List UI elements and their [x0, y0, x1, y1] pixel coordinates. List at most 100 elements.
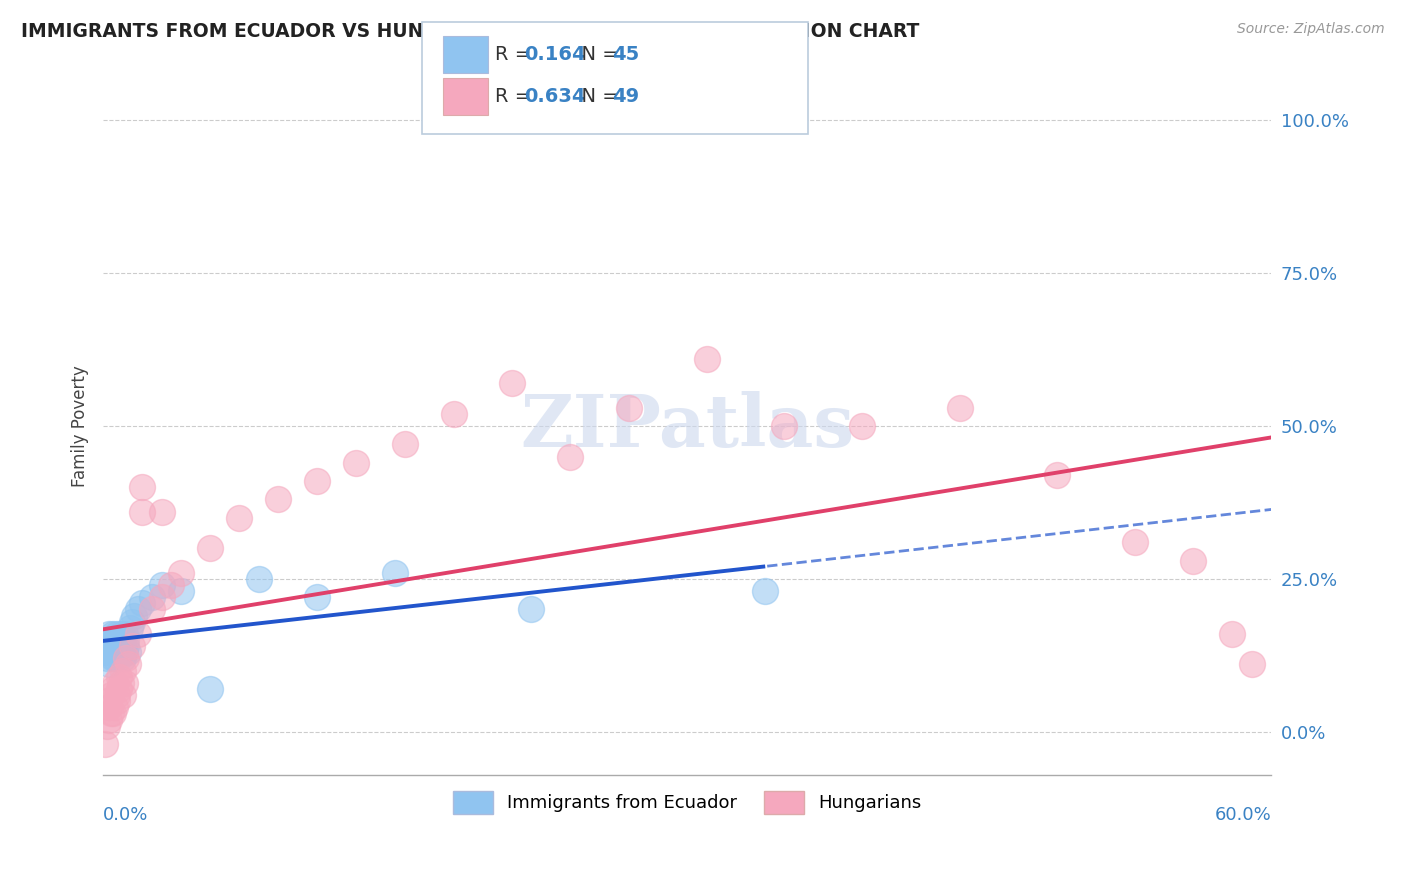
Point	[121, 639, 143, 653]
Point	[94, 645, 117, 659]
Point	[101, 706, 124, 721]
Point	[949, 401, 972, 415]
Point	[100, 645, 122, 659]
Point	[121, 615, 143, 629]
Point	[851, 419, 873, 434]
Point	[105, 627, 128, 641]
Point	[105, 645, 128, 659]
Point	[98, 700, 121, 714]
Point	[111, 664, 134, 678]
Point	[110, 627, 132, 641]
Point	[107, 651, 129, 665]
Point	[96, 639, 118, 653]
Point	[100, 706, 122, 721]
Y-axis label: Family Poverty: Family Poverty	[72, 365, 89, 487]
Point	[105, 694, 128, 708]
Point	[560, 450, 582, 464]
Point	[127, 627, 149, 641]
Text: N =: N =	[569, 45, 626, 64]
Point	[501, 376, 523, 391]
Point	[170, 584, 193, 599]
Point	[115, 639, 138, 653]
Point	[114, 627, 136, 641]
Point	[131, 596, 153, 610]
Text: 0.0%: 0.0%	[103, 806, 149, 824]
Point	[105, 639, 128, 653]
Point	[110, 645, 132, 659]
Point	[198, 681, 221, 696]
Point	[110, 676, 132, 690]
Point	[124, 608, 146, 623]
Point	[150, 578, 173, 592]
Point	[696, 351, 718, 366]
Legend: Immigrants from Ecuador, Hungarians: Immigrants from Ecuador, Hungarians	[446, 784, 929, 822]
Point	[104, 633, 127, 648]
Point	[131, 505, 153, 519]
Point	[101, 627, 124, 641]
Point	[1220, 627, 1243, 641]
Point	[104, 651, 127, 665]
Point	[160, 578, 183, 592]
Point	[111, 688, 134, 702]
Point	[307, 474, 329, 488]
Point	[114, 676, 136, 690]
Point	[105, 688, 128, 702]
Point	[111, 651, 134, 665]
Point	[394, 437, 416, 451]
Point	[1046, 467, 1069, 482]
Point	[101, 639, 124, 653]
Point	[1182, 553, 1205, 567]
Text: 60.0%: 60.0%	[1215, 806, 1271, 824]
Point	[344, 456, 367, 470]
Point	[111, 639, 134, 653]
Point	[96, 694, 118, 708]
Point	[96, 719, 118, 733]
Point	[228, 510, 250, 524]
Point	[384, 566, 406, 580]
Text: R =: R =	[495, 45, 537, 64]
Point	[131, 480, 153, 494]
Point	[98, 633, 121, 648]
Text: 49: 49	[612, 87, 638, 106]
Point	[104, 700, 127, 714]
Point	[114, 645, 136, 659]
Point	[1240, 657, 1263, 672]
Text: R =: R =	[495, 87, 537, 106]
Point	[520, 602, 543, 616]
Point	[141, 602, 163, 616]
Point	[617, 401, 640, 415]
Point	[754, 584, 776, 599]
Text: IMMIGRANTS FROM ECUADOR VS HUNGARIAN FAMILY POVERTY CORRELATION CHART: IMMIGRANTS FROM ECUADOR VS HUNGARIAN FAM…	[21, 22, 920, 41]
Point	[247, 572, 270, 586]
Point	[1123, 535, 1146, 549]
Point	[267, 492, 290, 507]
Point	[773, 419, 796, 434]
Point	[98, 657, 121, 672]
Text: 0.634: 0.634	[524, 87, 586, 106]
Point	[150, 591, 173, 605]
Point	[115, 651, 138, 665]
Point	[100, 639, 122, 653]
Point	[100, 633, 122, 648]
Text: ZIPatlas: ZIPatlas	[520, 391, 855, 461]
Point	[198, 541, 221, 556]
Text: N =: N =	[569, 87, 626, 106]
Point	[127, 602, 149, 616]
Point	[101, 651, 124, 665]
Point	[104, 645, 127, 659]
Point	[115, 633, 138, 648]
Point	[117, 657, 139, 672]
Point	[107, 633, 129, 648]
Point	[170, 566, 193, 580]
Point	[307, 591, 329, 605]
Point	[101, 681, 124, 696]
Point	[98, 713, 121, 727]
Point	[443, 407, 465, 421]
Point	[150, 505, 173, 519]
Text: 45: 45	[612, 45, 638, 64]
Point	[120, 621, 142, 635]
Point	[107, 670, 129, 684]
Point	[107, 681, 129, 696]
Point	[141, 591, 163, 605]
Point	[94, 737, 117, 751]
